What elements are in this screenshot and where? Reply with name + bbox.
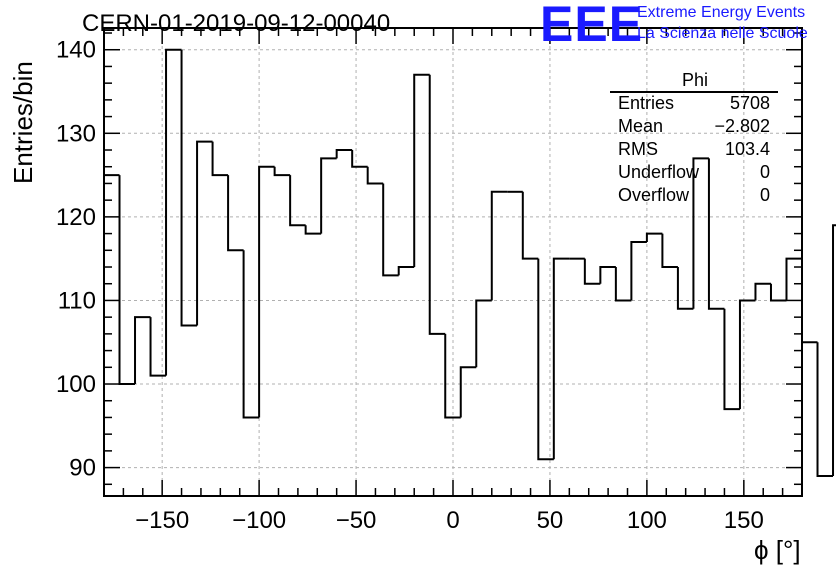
run-title: CERN-01-2019-09-12-00040 xyxy=(82,10,391,37)
histogram-bin xyxy=(459,366,477,418)
histogram-bin xyxy=(118,175,136,386)
grid xyxy=(104,28,802,496)
stats-row-mean: Mean −2.802 xyxy=(618,116,770,137)
stats-label: Mean xyxy=(618,116,664,136)
histogram-bin xyxy=(196,140,213,326)
x-tick-label: 100 xyxy=(627,507,667,534)
y-tick-label: 140 xyxy=(56,37,96,64)
histogram-bin xyxy=(149,317,167,377)
histogram-bin xyxy=(165,48,182,376)
histogram-bin xyxy=(351,150,368,168)
stats-row-entries: Entries 5708 xyxy=(618,93,770,114)
stats-row-rms: RMS 103.4 xyxy=(618,139,770,160)
stats-value: 103.4 xyxy=(724,139,770,159)
stats-label: Entries xyxy=(618,93,675,113)
stats-value: −2.802 xyxy=(714,116,770,136)
histogram-bin xyxy=(320,157,337,234)
stats-label: Overflow xyxy=(618,185,690,205)
histogram-bin xyxy=(661,233,678,269)
histogram-bin xyxy=(723,308,740,411)
histogram-bin xyxy=(832,224,836,476)
eee-logo: EEE xyxy=(540,0,644,52)
eee-logo-line1: Extreme Energy Events xyxy=(637,4,806,21)
stats-value: 5708 xyxy=(729,93,770,113)
stats-label: Underflow xyxy=(618,162,700,182)
x-tick-label: −100 xyxy=(232,507,286,534)
histogram-bin xyxy=(490,190,508,301)
x-tick-label: 150 xyxy=(724,507,764,534)
histogram-bin xyxy=(521,191,539,260)
axes: −150 −100 −50 0 50 100 150 90 100 110 120 130 140 xyxy=(56,27,803,534)
histogram-bin xyxy=(645,232,663,242)
histogram-bin xyxy=(397,266,415,276)
histogram-bin xyxy=(428,74,446,335)
histogram-bin xyxy=(211,141,229,177)
y-tick-label: 90 xyxy=(69,455,96,482)
histogram-bin xyxy=(258,165,275,418)
x-tick-label: −50 xyxy=(336,507,377,534)
histogram-bin xyxy=(273,166,291,177)
histogram-bin xyxy=(103,174,120,496)
histogram-bin xyxy=(304,225,322,235)
y-tick-label: 110 xyxy=(58,287,96,314)
x-axis-label: ϕ [°] xyxy=(754,535,801,565)
histogram-bin xyxy=(366,166,384,185)
y-tick-label: 120 xyxy=(56,204,96,231)
x-tick-label: −150 xyxy=(135,507,189,534)
histogram-bin xyxy=(134,316,151,385)
histogram-bin xyxy=(676,267,694,310)
eee-logo-line2: La Scienza nelle Scuole xyxy=(637,25,808,42)
histogram-bin xyxy=(599,266,616,284)
stats-row-underflow: Underflow 0 xyxy=(618,162,770,183)
stats-label: RMS xyxy=(618,139,658,159)
histogram-bin xyxy=(444,333,461,419)
x-tick-label: 50 xyxy=(537,507,564,534)
y-tick-label: 100 xyxy=(56,371,96,398)
histogram-bin xyxy=(227,175,244,252)
histogram-bin xyxy=(537,258,554,461)
y-tick-label: 130 xyxy=(56,120,96,147)
stats-value: 0 xyxy=(759,185,770,205)
histogram-bin xyxy=(630,240,647,301)
histogram-bin xyxy=(242,250,260,419)
histogram-bin xyxy=(785,257,802,301)
histogram-bin xyxy=(335,149,353,159)
histogram-bin xyxy=(614,267,632,302)
histogram-bin xyxy=(583,258,601,285)
histogram-bin xyxy=(552,257,570,460)
histogram-bin xyxy=(754,282,771,301)
histogram-bin xyxy=(180,49,198,327)
stats-value: 0 xyxy=(759,162,770,182)
histogram-bin xyxy=(816,342,834,477)
y-axis-label: Entries/bin xyxy=(8,61,38,184)
histogram-bin xyxy=(769,283,787,302)
stats-row-overflow: Overflow 0 xyxy=(618,185,770,206)
histogram-bin xyxy=(289,175,306,227)
histogram-bin xyxy=(692,157,709,309)
histogram-bin xyxy=(801,258,818,344)
stats-separator xyxy=(610,91,778,93)
histogram-bin xyxy=(382,183,399,277)
histogram-bin xyxy=(475,299,492,368)
x-tick-label: 0 xyxy=(446,507,459,534)
histogram-bin xyxy=(707,158,725,310)
histogram-bin xyxy=(413,73,430,268)
stats-title: Phi xyxy=(681,70,708,90)
histogram-bin xyxy=(738,299,756,410)
